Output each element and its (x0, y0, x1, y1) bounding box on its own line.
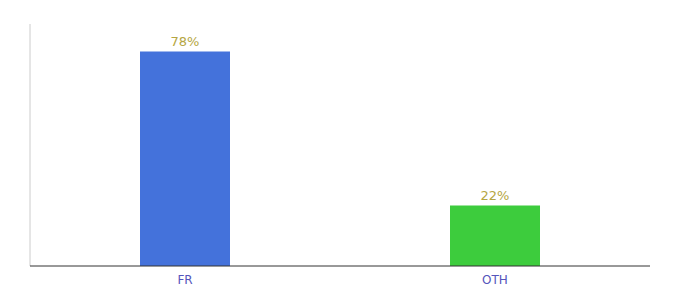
bar (450, 206, 540, 267)
chart-container: FR OTH 78% 22% (0, 0, 680, 300)
data-label: 78% (171, 34, 200, 49)
x-tick-label: FR (177, 273, 192, 287)
bar (140, 52, 230, 267)
chart: FR OTH 78% 22% (0, 0, 680, 300)
x-tick-label: OTH (482, 273, 508, 287)
bars (140, 52, 540, 267)
y-axis-line (30, 24, 31, 266)
x-axis-line (30, 266, 650, 267)
data-label: 22% (481, 188, 510, 203)
